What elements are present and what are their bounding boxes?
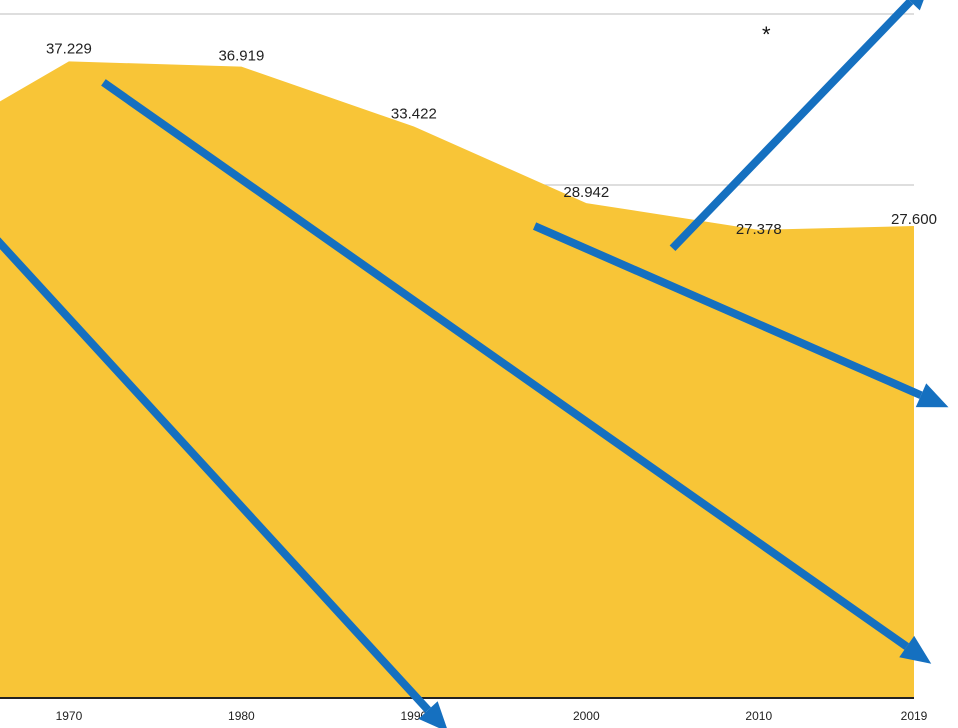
arrow <box>0 237 447 728</box>
value-label: 33.422 <box>391 105 437 122</box>
x-tick-label: 2019 <box>901 709 928 723</box>
arrow-head <box>908 0 924 11</box>
x-tick-label: 1980 <box>228 709 255 723</box>
asterisk-marker: * <box>762 22 771 47</box>
arrow-head <box>418 701 447 728</box>
arrow-shaft <box>669 0 914 252</box>
value-labels: 31.37037.22936.91933.42228.94227.37827.6… <box>46 40 937 238</box>
area-series <box>0 61 914 698</box>
value-label: 36.919 <box>218 48 264 65</box>
arrow-shaft <box>101 79 909 650</box>
arrow-shaft <box>0 237 432 713</box>
arrow <box>532 222 949 408</box>
x-tick-label: 1970 <box>56 709 83 723</box>
arrow-shaft <box>532 222 923 399</box>
arrow-head <box>899 635 932 664</box>
x-tick-label: 2000 <box>573 709 600 723</box>
arrow <box>101 79 932 664</box>
value-label: 28.942 <box>563 184 609 201</box>
x-tick-label: 2010 <box>745 709 772 723</box>
value-label: 37.229 <box>46 40 92 57</box>
value-label: 27.600 <box>891 211 937 228</box>
value-label: 27.378 <box>736 221 782 238</box>
x-axis-ticks: 1960197019801990200020102019 <box>56 709 928 723</box>
arrow-head <box>915 383 949 408</box>
arrow <box>669 0 924 252</box>
